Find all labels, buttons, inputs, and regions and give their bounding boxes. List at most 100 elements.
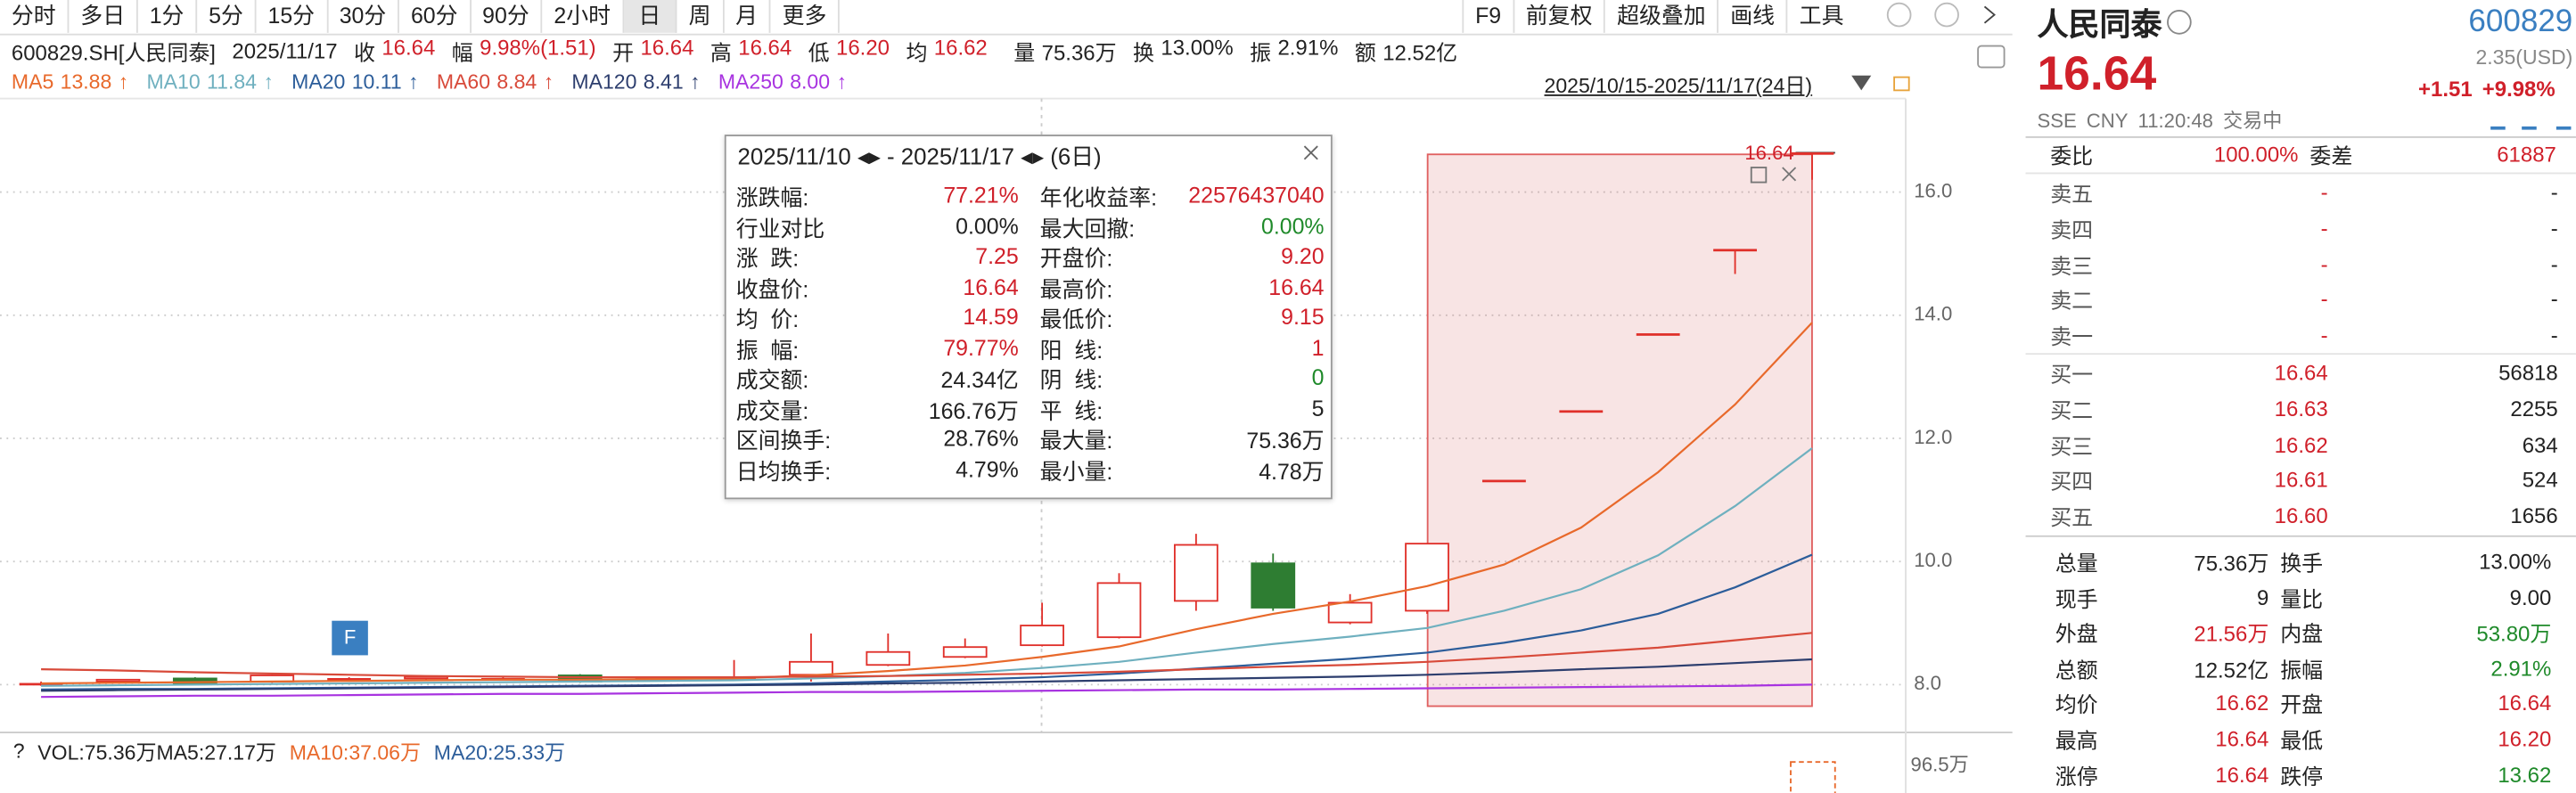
info-value: 4.78万 [1259,459,1325,484]
stat-label: 开盘 [2280,692,2324,718]
lock-icon[interactable] [1893,76,1910,92]
dropdown-icon[interactable] [1851,75,1872,91]
range-label[interactable]: 2025/10/15-2025/11/17(24日) [1544,74,1813,98]
quote-value: 9.98%(1.51) [480,35,596,61]
info-label: 年化收益率: [1039,185,1158,210]
info-value: 9.15 [1281,304,1325,330]
candle-body [789,660,833,676]
info-label: 涨 跌: [735,246,800,272]
info-value: 16.64 [963,274,1019,299]
period-button[interactable]: 30分 [328,0,400,33]
panel-icon[interactable] [2555,111,2572,130]
stat-label: 换手 [2280,551,2324,576]
action-button[interactable]: F9 [1462,0,1513,33]
period-button[interactable]: 更多 [771,0,841,33]
info-value: 1 [1311,334,1325,360]
quote-value: 75.36万 [1041,40,1117,65]
action-button[interactable]: 工具 [1785,0,1855,33]
toolbar-icon[interactable] [1983,5,1996,24]
y-tick-label: 16.0 [1914,179,1952,201]
wp-icon[interactable] [1977,45,2006,69]
stat-label: 内盘 [2280,621,2324,647]
period-button[interactable]: 90分 [471,0,543,33]
quote-item: 高 16.64 [710,36,792,67]
ratio-label: 委差 [2309,143,2353,168]
period-button[interactable]: 5分 [197,0,257,33]
info-value: 14.59 [963,304,1019,330]
candle-body [1405,543,1449,612]
quote-label: 额 [1354,40,1376,65]
close-icon[interactable] [1303,144,1319,160]
period-button[interactable]: 多日 [69,0,138,33]
book-label: 买五 [2050,505,2094,530]
info-value: 22576437040 [1188,183,1325,208]
period-button[interactable]: 60分 [399,0,472,33]
candle-body [1713,249,1757,252]
info-close[interactable] [1303,142,1319,160]
period-button[interactable]: 15分 [257,0,328,33]
panel-icon[interactable] [2522,111,2537,130]
ma-line [41,632,1813,679]
legend-name: MA20 [291,70,346,94]
action-button[interactable]: 前复权 [1513,0,1604,33]
period-button[interactable]: 2小时 [543,0,624,33]
separator [2025,135,2576,138]
period-button[interactable]: 月 [724,0,771,33]
info-label: 收盘价: [735,276,809,302]
action-button[interactable]: 超级叠加 [1604,0,1717,33]
ma-line [41,322,1813,685]
book-price: 16.62 [2274,431,2328,457]
candle-body [1020,625,1064,647]
separator [2025,353,2576,356]
legend-name: MA5 [11,70,54,94]
selection-close[interactable] [1782,167,1797,182]
action-button[interactable]: 画线 [1717,0,1786,33]
quote-label: 量 [1013,40,1036,65]
candle-body [1096,582,1142,639]
legend-item: MA120 8.41 ↑ [571,70,700,94]
period-button[interactable]: 日 [623,0,677,33]
meta-item: 11:20:48 [2137,108,2214,132]
legend-value: 13.88 [60,70,112,94]
meta-item: SSE [2037,108,2077,132]
candle-body [866,650,911,666]
stat-value: 12.52亿 [2194,657,2269,683]
info-icon[interactable] [2167,10,2192,35]
info-value: 0.00% [956,213,1019,239]
stat-label: 最高 [2055,728,2098,754]
period-button[interactable]: 周 [677,0,725,33]
stat-value: 21.56万 [2194,621,2269,647]
legend-item: MA250 8.00 ↑ [718,70,847,94]
selection-icon[interactable] [1750,167,1768,184]
book-price: - [2320,215,2328,241]
period-button[interactable]: 1分 [138,0,198,33]
y-tick-label: 14.0 [1914,303,1952,325]
toolbar-icon[interactable] [1934,2,1959,28]
quote-item: 收 16.64 [354,36,435,67]
chart: 8.0 10.0 12.0 14.0 16.0 16.64 [0,2,2013,793]
text-row: 分时 多日 1分 5分 15分 30分 60分 90分 2小时日周月更多 [0,0,841,33]
separator [2025,172,2576,175]
event-badge[interactable]: F [332,620,368,656]
text-row: F9 前复权 超级叠加 画线 工具 [1462,0,1855,33]
legend-item: MA10 11.84 ↑ [146,70,273,94]
usd-price: 2.35(USD) [2475,45,2573,69]
stat-value: 2.91% [2490,655,2552,681]
toolbar-icon[interactable] [1886,2,1912,28]
candle-body [1636,333,1680,336]
legend-trend: ↑ [543,70,554,94]
candle-body [1173,544,1218,602]
book-label: 买一 [2050,362,2094,388]
period-button[interactable]: 分时 [0,0,70,33]
quote-label: 高 [710,40,732,65]
stat-value: 75.36万 [2194,551,2269,576]
info-label: 开盘价: [1039,246,1113,272]
panel-icon[interactable] [2490,111,2506,130]
help-icon[interactable]: ? [12,739,25,763]
info-label: 振 幅: [735,337,800,363]
legend-name: MA120 [571,70,637,94]
book-volume: 1656 [2510,503,2558,528]
info-value: 77.21% [943,183,1019,208]
info-label: 阳 线: [1039,337,1103,363]
quote-value: 16.64 [381,35,436,61]
